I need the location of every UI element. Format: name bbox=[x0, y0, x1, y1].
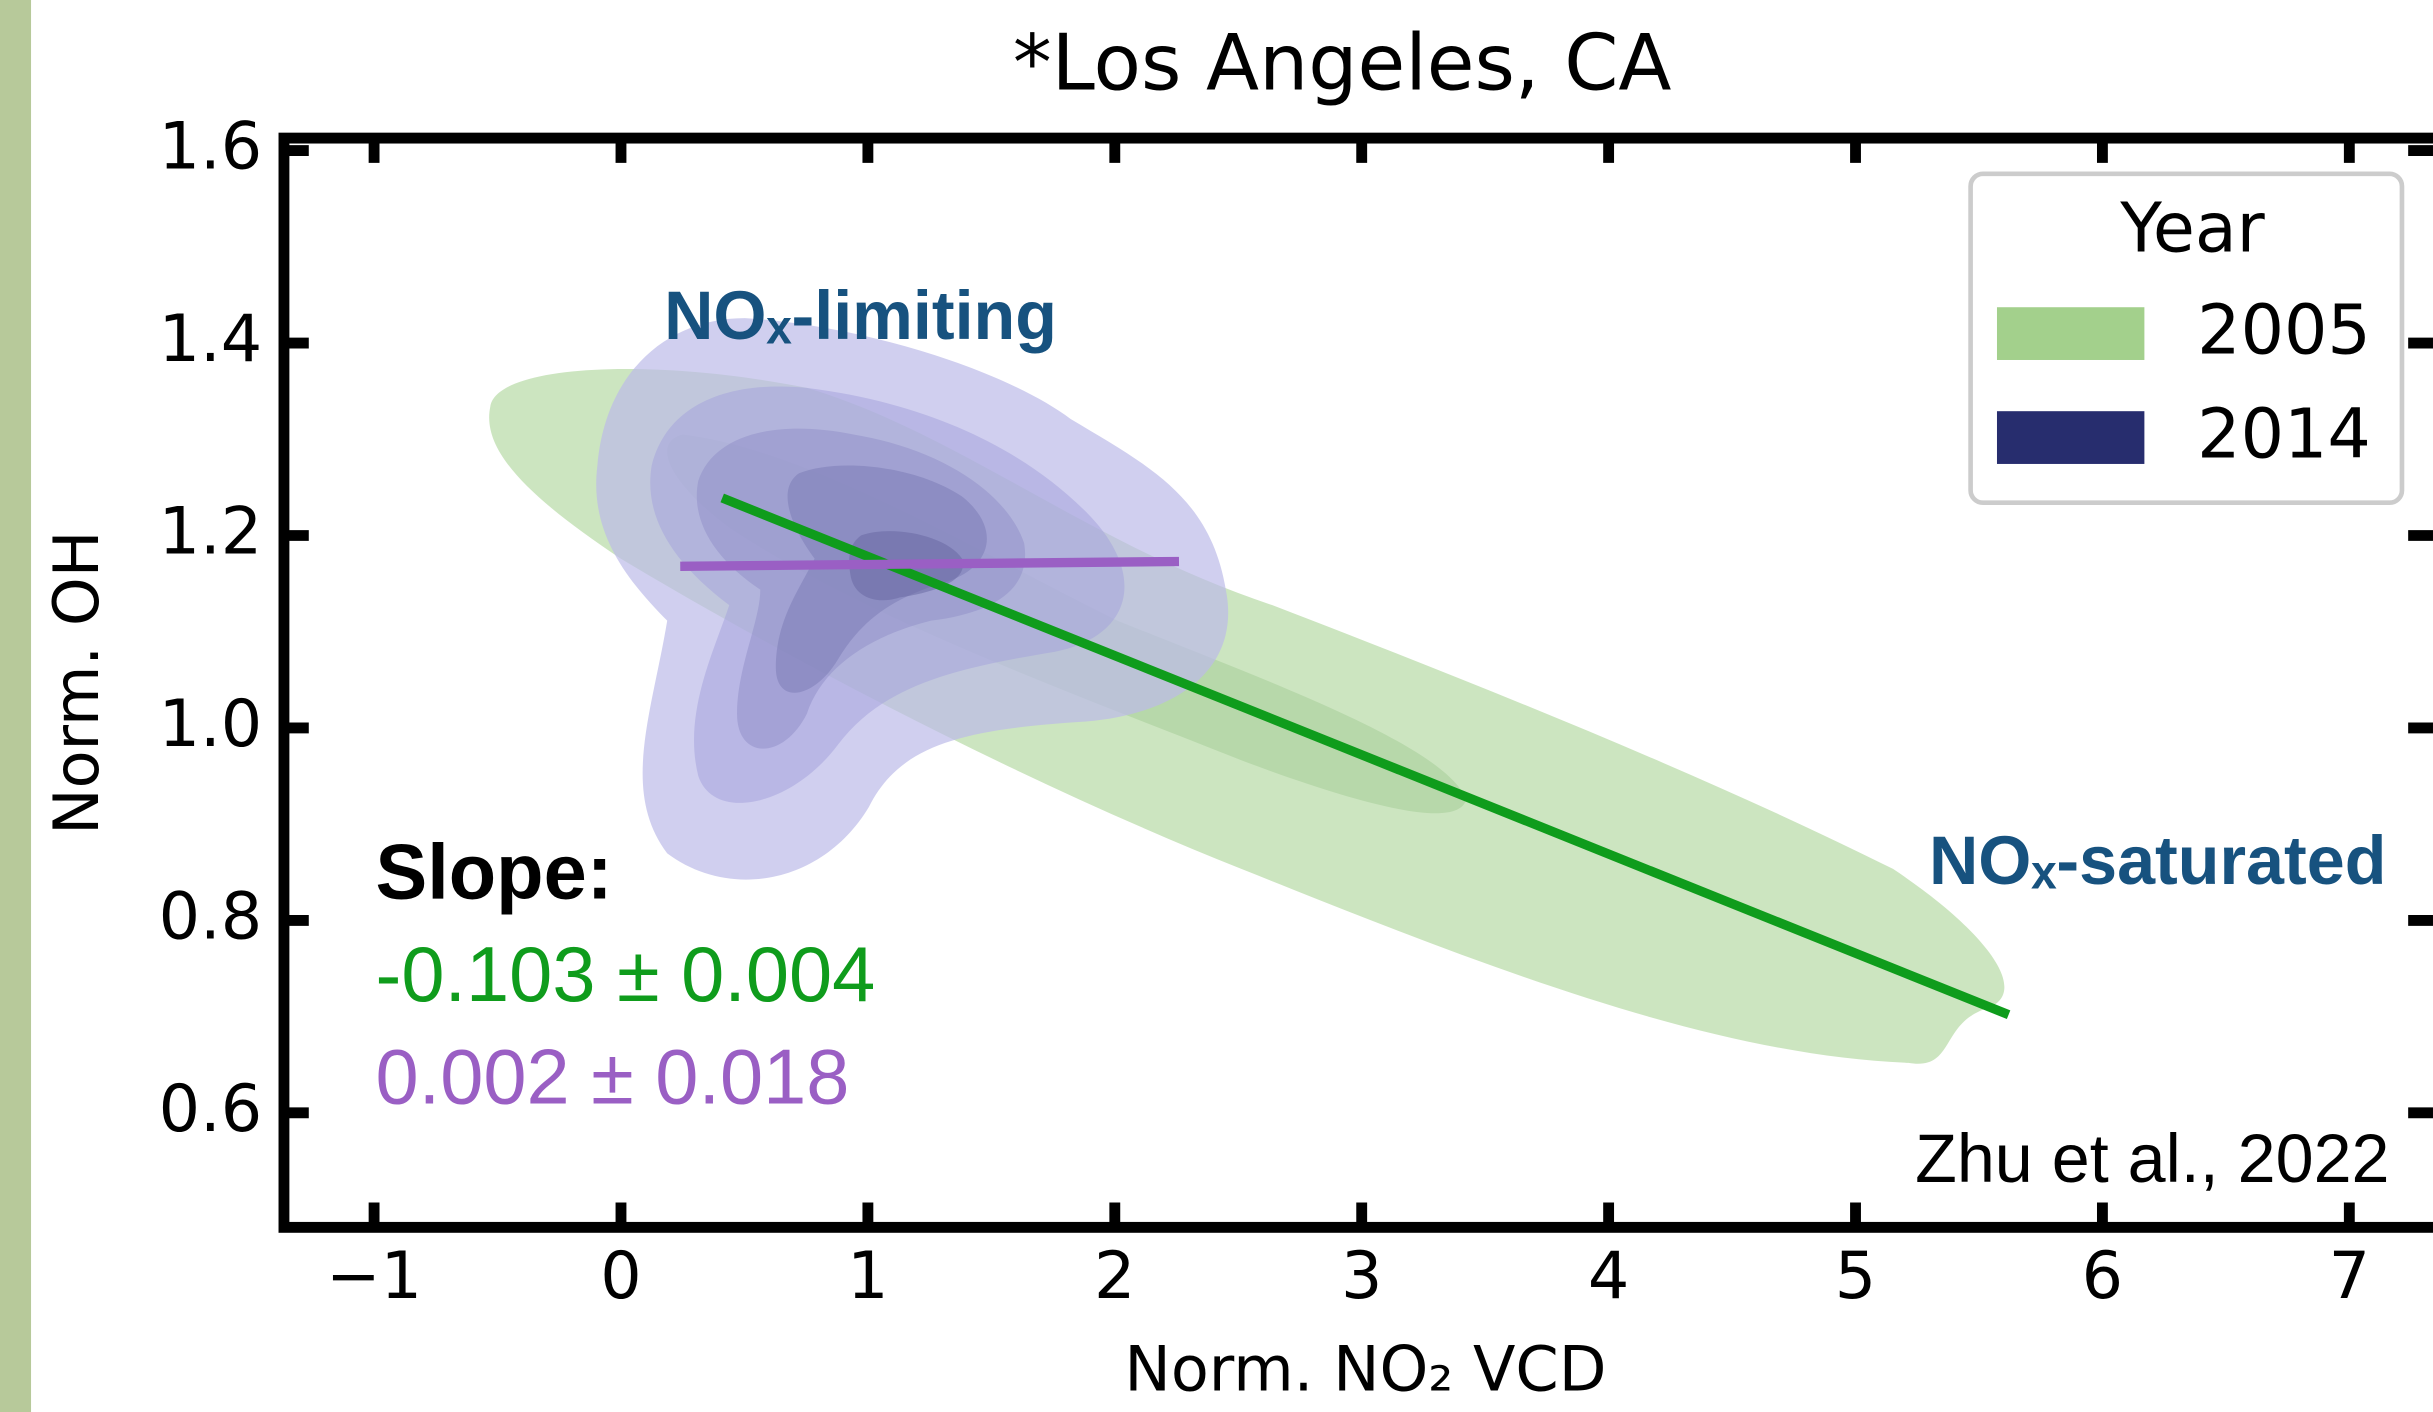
lines bbox=[680, 493, 2011, 1020]
density bbox=[489, 318, 2005, 1064]
x-tick-label: 1 bbox=[847, 1239, 888, 1314]
legend-swatch bbox=[1996, 411, 2145, 464]
slope-title: Slope: bbox=[376, 830, 613, 916]
x-tick-label: 4 bbox=[1588, 1239, 1629, 1314]
x-tick-label: 5 bbox=[1835, 1239, 1876, 1314]
plot-frame bbox=[278, 132, 2433, 1233]
x-tick-label: 7 bbox=[2329, 1239, 2370, 1314]
x-tick-label: 0 bbox=[600, 1239, 641, 1314]
source-note: Zhu et al., 2022 bbox=[1915, 1121, 2389, 1197]
legend-label: 2014 bbox=[2197, 396, 2371, 475]
annotation: NOₓ-limiting bbox=[664, 278, 1057, 354]
y-tick-label: 1.4 bbox=[159, 302, 263, 377]
y-tick-label: 1.0 bbox=[159, 687, 263, 762]
y-tick-label: 1.6 bbox=[159, 110, 263, 185]
chart-title: *Los Angeles, CA bbox=[1013, 19, 1672, 109]
regression-line bbox=[720, 493, 2011, 1020]
x-tick-label: 6 bbox=[2082, 1239, 2123, 1314]
legend-label: 2005 bbox=[2197, 292, 2371, 371]
x-tick-label: −1 bbox=[326, 1239, 422, 1314]
slope-2014: 0.002 ± 0.018 bbox=[376, 1035, 850, 1121]
annotation: NOₓ-saturated bbox=[1929, 823, 2386, 899]
map-edge bbox=[0, 0, 32, 1412]
y-tick-label: 0.6 bbox=[159, 1072, 263, 1147]
legend-title: Year bbox=[2119, 189, 2265, 268]
y-axis-label: Norm. OH bbox=[40, 531, 113, 835]
slope-2005: -0.103 ± 0.004 bbox=[376, 932, 876, 1018]
x-tick-label: 2 bbox=[1094, 1239, 1135, 1314]
regression-line bbox=[680, 556, 1180, 571]
y-tick-label: 1.2 bbox=[159, 495, 263, 570]
x-axis-label: Norm. NO₂ VCD bbox=[1124, 1332, 1606, 1405]
x-tick-label: 3 bbox=[1341, 1239, 1382, 1314]
y-tick-label: 0.8 bbox=[159, 879, 263, 954]
legend: Year 2005 2014 bbox=[1968, 171, 2405, 506]
legend-swatch bbox=[1996, 307, 2145, 360]
